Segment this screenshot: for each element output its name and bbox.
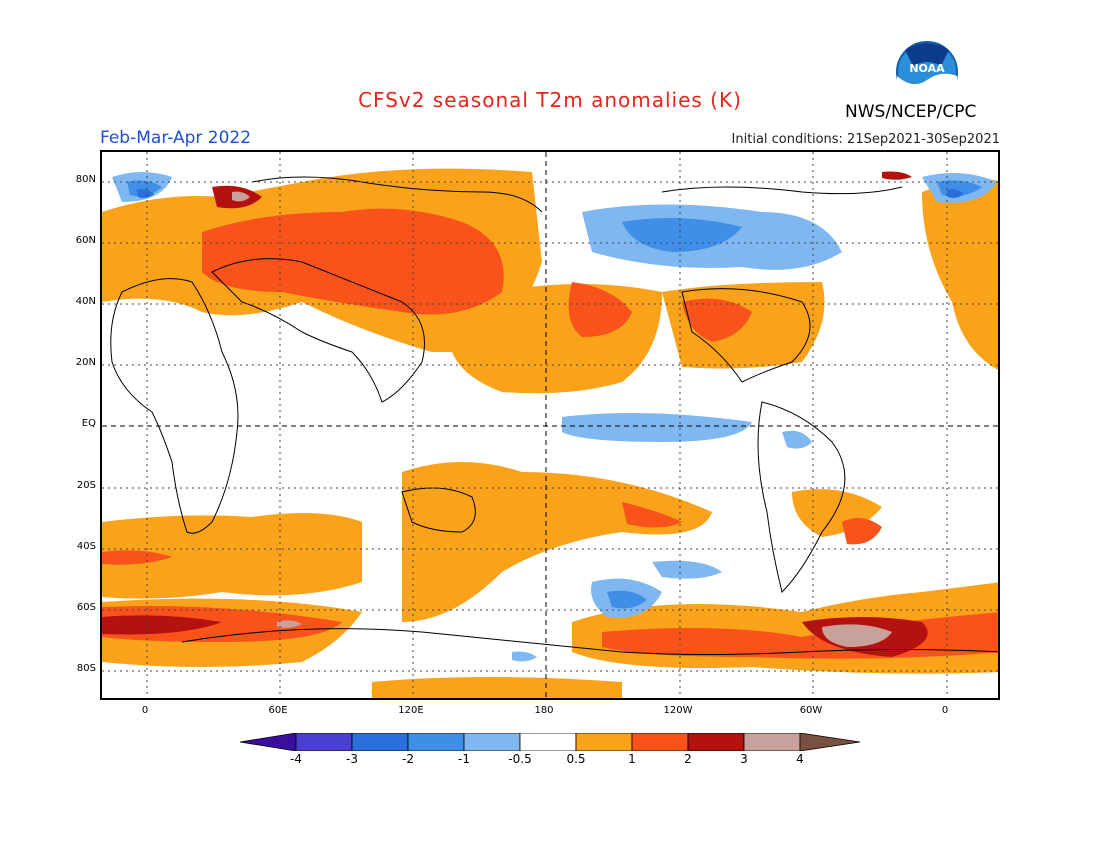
colorbar-label: 2: [684, 752, 692, 766]
colorbar-label: -3: [346, 752, 358, 766]
colorbar-label: -1: [458, 752, 470, 766]
colorbar-label: -4: [290, 752, 302, 766]
agency-label: NWS/NCEP/CPC: [845, 102, 977, 122]
colorbar-cell-8: [687, 733, 745, 751]
colorbar-cell-above-4: [799, 733, 861, 751]
lat-label-40n: 40N: [75, 296, 96, 307]
initial-conditions-label: Initial conditions: 21Sep2021-30Sep2021: [731, 132, 1000, 147]
noaa-logo-icon: NOAA: [896, 41, 958, 104]
lat-label-20s: 20S: [76, 480, 96, 491]
logo-text: NOAA: [909, 62, 945, 75]
anomaly-map: [100, 150, 1000, 700]
lon-label-0-right: 0: [941, 705, 949, 716]
lon-label-60e: 60E: [268, 705, 288, 716]
colorbar: [240, 733, 861, 751]
lon-label-120w: 120W: [663, 705, 693, 716]
colorbar-label: 0.5: [566, 752, 586, 766]
colorbar-cell-2: [351, 733, 409, 751]
map-canvas: [102, 152, 998, 698]
coastlines: [110, 176, 998, 655]
season-label: Feb-Mar-Apr 2022: [100, 128, 252, 148]
colorbar-label: 4: [796, 752, 804, 766]
lat-label-80s: 80S: [76, 663, 96, 674]
lon-label-0-left: 0: [141, 705, 149, 716]
colorbar-label: 3: [740, 752, 748, 766]
extreme-warm-regions: [232, 191, 892, 647]
lon-label-180: 180: [534, 705, 554, 716]
map-title: CFSv2 seasonal T2m anomalies (K): [358, 88, 742, 112]
colorbar-label: -2: [402, 752, 414, 766]
lon-label-60w: 60W: [799, 705, 823, 716]
colorbar-cell-5: [519, 733, 577, 751]
very-cool-regions: [137, 189, 964, 198]
strong-cool-regions: [127, 180, 982, 609]
colorbar-cell-4: [463, 733, 521, 751]
lat-label-60s: 60S: [76, 602, 96, 613]
colorbar-cell-6: [575, 733, 633, 751]
graticule: [102, 152, 998, 698]
colorbar-cell-below-4: [240, 733, 297, 751]
lon-label-120e: 120E: [398, 705, 424, 716]
colorbar-cell-1: [295, 733, 353, 751]
colorbar-cell-3: [407, 733, 465, 751]
equator-dateline: [102, 152, 998, 698]
lat-label-40s: 40S: [76, 541, 96, 552]
colorbar-cell-7: [631, 733, 689, 751]
lat-label-60n: 60N: [75, 235, 96, 246]
lat-label-80n: 80N: [75, 174, 96, 185]
colorbar-label: 1: [628, 752, 636, 766]
colorbar-label: -0.5: [508, 752, 532, 766]
lat-label-eq: EQ: [81, 418, 96, 429]
colorbar-cell-9: [743, 733, 801, 751]
lat-label-20n: 20N: [75, 357, 96, 368]
